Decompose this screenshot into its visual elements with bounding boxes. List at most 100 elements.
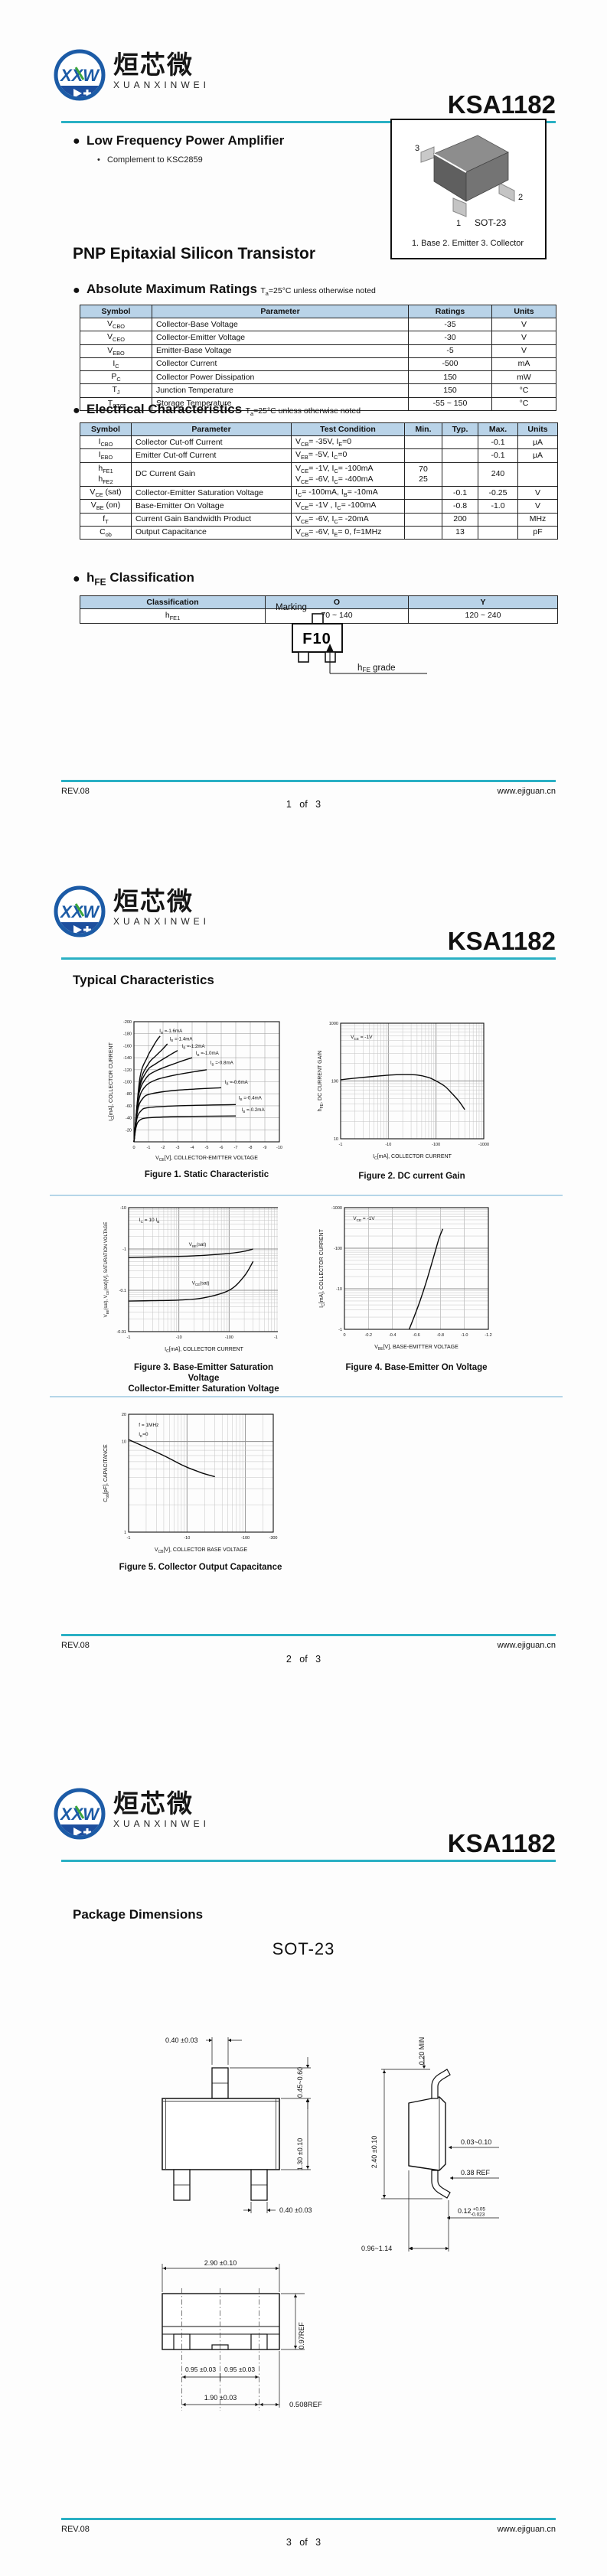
svg-text:VCE = -1V: VCE = -1V [353, 1216, 375, 1222]
svg-text:-100: -100 [334, 1247, 342, 1251]
table-row: VCEO Collector-Emitter Voltage -30 V [80, 331, 556, 345]
svg-text:-100: -100 [241, 1536, 250, 1541]
svg-text:-3: -3 [176, 1146, 180, 1150]
package-dimensions-drawing: 0.40 ±0.03 0.45~0.60 1.30 ±0.10 0.40 ±0.03 0… [162, 2036, 499, 2411]
footer-rev: REV.08 [61, 787, 90, 796]
svg-text:1.30 ±0.10: 1.30 ±0.10 [296, 2138, 304, 2170]
table-cell: -55 ~ 150 [408, 396, 492, 411]
svg-text:IC[mA], COLLECTOR CURRENT: IC[mA], COLLECTOR CURRENT [165, 1347, 243, 1354]
svg-text:-0.2: -0.2 [365, 1333, 372, 1338]
series-ib-1-2ma [133, 1050, 178, 1143]
svg-text:1000: 1000 [329, 1022, 338, 1026]
chart-frame [133, 1021, 280, 1143]
chart-grid [128, 1207, 280, 1332]
table-cell: 150 [408, 370, 492, 385]
svg-text:-20: -20 [126, 1128, 132, 1133]
table-row: PC Collector Power Dissipation 150 mW [80, 370, 556, 385]
table-row: Cob Output Capacitance VCB= -6V, IE= 0, f=… [80, 525, 558, 540]
figure-2-caption: Figure 2. DC current Gain [358, 1172, 465, 1181]
sot23-title: SOT-23 [272, 1939, 335, 1958]
table-cell: -0.1 [478, 435, 518, 450]
type-title: PNP Epitaxial Silicon Transistor [73, 245, 316, 262]
svg-text:2.90 ±0.10: 2.90 ±0.10 [204, 2259, 237, 2267]
series-ib-0-4ma [133, 1104, 237, 1143]
hfe-title: hFE Classification [86, 570, 194, 588]
logo-icon: XXW [54, 885, 106, 937]
table-cell: VCB= -35V, IE=0 [291, 435, 405, 450]
brand-chinese: 烜芯微 [113, 1789, 194, 1818]
table-cell: VCEO [80, 331, 152, 345]
table-cell: Collector-Base Voltage [152, 317, 409, 332]
figure-3-chart: -1 -10 -100 -1000 -0.01 -0.1 -1 -10 IC[mA], COLL… [98, 1200, 285, 1374]
svg-text:0.95 ±0.03: 0.95 ±0.03 [185, 2366, 216, 2373]
brand-block: 烜芯微 XUANXINWEI [113, 52, 210, 90]
svg-text:SOT-23: SOT-23 [475, 217, 507, 228]
column-header: Parameter [131, 422, 292, 436]
chart-grid [133, 1021, 280, 1142]
brand-chinese: 烜芯微 [113, 887, 194, 915]
series-hfe [340, 1074, 465, 1110]
table-row: VCE (sat) Collector-Emitter Saturation Vo… [80, 486, 558, 501]
series-cob [128, 1439, 215, 1478]
table-cell: VCB= -6V, IE= 0, f=1MHz [291, 525, 405, 540]
figure-5-chart: -1 -10 -100 -300 1 10 20 VCB[V], COLLECTOR BASE… [98, 1407, 278, 1579]
table-cell: -0.25 [478, 486, 518, 501]
column-header: Units [491, 305, 556, 318]
table-cell: TSTG [80, 396, 152, 411]
table-cell [404, 512, 442, 527]
brand-english: XUANXINWEI [113, 1818, 210, 1829]
table-row: VCBO Collector-Base Voltage -35 V [80, 317, 556, 332]
table-cell: -0.1 [478, 448, 518, 463]
table-cell: DC Current Gain [131, 461, 292, 487]
table-cell [478, 525, 518, 540]
table-cell: mW [491, 370, 556, 385]
svg-text:VCE = -1V: VCE = -1V [351, 1035, 373, 1041]
series-ib-0-8ma [133, 1069, 207, 1143]
table-row: fT Current Gain Bandwidth Product VCE= -6V… [80, 512, 558, 527]
figure-5-caption: Figure 5. Collector Output Capacitance [119, 1563, 282, 1572]
chart-grid [340, 1022, 485, 1140]
table-cell: Collector-Emitter Saturation Voltage [131, 486, 292, 501]
svg-text:1: 1 [124, 1531, 126, 1535]
svg-text:F10: F10 [302, 631, 331, 647]
header-rule [61, 957, 556, 960]
table-cell: VCE= -6V, IC= -20mA [291, 512, 405, 527]
table-cell: 13 [442, 525, 478, 540]
svg-text:0.03~0.10: 0.03~0.10 [461, 2138, 491, 2146]
table-cell: °C [491, 396, 556, 411]
footer-rev: REV.08 [61, 2525, 90, 2534]
table-cell: VBE (on) [80, 499, 132, 514]
svg-text:-100: -100 [432, 1143, 440, 1147]
svg-text:-5: -5 [205, 1146, 209, 1150]
feature-bullet: ● [73, 135, 80, 148]
table-row: TSTG Storage Temperature -55 ~ 150 °C [80, 396, 556, 411]
table-cell [404, 525, 442, 540]
brand-chinese: 烜芯微 [113, 51, 194, 79]
table-cell: Emitter Cut-off Current [131, 448, 292, 463]
svg-text:-1.0: -1.0 [461, 1333, 468, 1338]
table-cell: PC [80, 370, 152, 385]
table-cell: V [491, 317, 556, 332]
feature-title: Low Frequency Power Amplifier [86, 133, 285, 148]
svg-text:0: 0 [132, 1146, 135, 1150]
svg-text:100: 100 [331, 1080, 338, 1084]
typical-characteristics-title: Typical Characteristics [73, 973, 214, 987]
feature-sub-bullet: • [97, 155, 100, 165]
svg-text:-6: -6 [220, 1146, 224, 1150]
svg-text:-0.6: -0.6 [413, 1333, 419, 1338]
brand-english: XUANXINWEI [113, 80, 210, 90]
svg-text:-200: -200 [123, 1020, 132, 1025]
table-cell [442, 435, 478, 450]
column-header: Classification [80, 595, 266, 609]
svg-text:VBE(sat), VCE(sat)[V], SATURAT: VBE(sat), VCE(sat)[V], SATURATION VOLTAG… [104, 1222, 109, 1318]
table-cell: -30 [408, 331, 492, 345]
table-cell: Collector-Emitter Voltage [152, 331, 409, 345]
table-cell: mA [491, 357, 556, 372]
svg-text:-140: -140 [123, 1056, 132, 1061]
brand-block: 烜芯微 XUANXINWEI [113, 1791, 210, 1828]
table-cell [517, 461, 558, 487]
svg-text:-1000: -1000 [274, 1335, 278, 1340]
column-header: Max. [478, 422, 518, 436]
table-cell: -1.0 [478, 499, 518, 514]
